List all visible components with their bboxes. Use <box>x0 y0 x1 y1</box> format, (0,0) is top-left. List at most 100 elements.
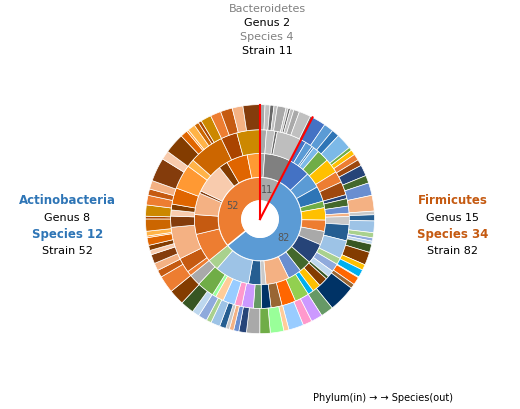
Polygon shape <box>216 276 233 301</box>
Polygon shape <box>229 305 239 330</box>
Polygon shape <box>301 294 322 321</box>
Polygon shape <box>274 106 286 132</box>
Polygon shape <box>187 130 204 151</box>
Polygon shape <box>264 257 289 285</box>
Polygon shape <box>188 160 211 180</box>
Polygon shape <box>316 172 341 192</box>
Polygon shape <box>294 142 312 166</box>
Text: Species 4: Species 4 <box>240 32 294 42</box>
Polygon shape <box>261 284 271 308</box>
Polygon shape <box>324 199 348 209</box>
Polygon shape <box>268 283 282 308</box>
Polygon shape <box>146 229 172 236</box>
Polygon shape <box>237 130 260 156</box>
Polygon shape <box>149 240 174 250</box>
Polygon shape <box>239 307 250 333</box>
Polygon shape <box>219 162 239 186</box>
Polygon shape <box>146 216 171 219</box>
Text: Firmicutes: Firmicutes <box>418 194 488 207</box>
Text: Species 12: Species 12 <box>32 228 103 241</box>
Polygon shape <box>325 206 349 215</box>
Polygon shape <box>316 273 352 308</box>
Polygon shape <box>171 216 194 227</box>
Polygon shape <box>282 108 291 133</box>
Circle shape <box>242 201 278 237</box>
Polygon shape <box>308 288 332 315</box>
Polygon shape <box>286 247 309 271</box>
Polygon shape <box>331 150 355 169</box>
Polygon shape <box>150 181 176 196</box>
Polygon shape <box>300 148 318 169</box>
Polygon shape <box>342 245 370 265</box>
Polygon shape <box>260 130 267 154</box>
Polygon shape <box>213 275 227 297</box>
Polygon shape <box>180 248 207 272</box>
Polygon shape <box>300 116 313 140</box>
Polygon shape <box>301 117 325 146</box>
Polygon shape <box>317 130 339 154</box>
Polygon shape <box>265 130 275 155</box>
Polygon shape <box>323 195 347 204</box>
Polygon shape <box>321 136 349 163</box>
Polygon shape <box>309 261 329 279</box>
Text: Bacteroidetes: Bacteroidetes <box>228 4 306 14</box>
Polygon shape <box>323 223 349 241</box>
Polygon shape <box>313 252 337 271</box>
Polygon shape <box>296 187 323 208</box>
Polygon shape <box>176 166 207 196</box>
Polygon shape <box>348 234 373 241</box>
Polygon shape <box>192 291 212 316</box>
Polygon shape <box>263 154 290 182</box>
Polygon shape <box>158 259 183 277</box>
Polygon shape <box>146 205 171 217</box>
Polygon shape <box>331 270 354 288</box>
Polygon shape <box>247 153 260 178</box>
Polygon shape <box>340 255 365 270</box>
Polygon shape <box>317 248 340 264</box>
Polygon shape <box>243 105 260 131</box>
Polygon shape <box>280 108 288 133</box>
Polygon shape <box>188 125 209 149</box>
Text: Phylum(in) → → Species(out): Phylum(in) → → Species(out) <box>313 393 453 403</box>
Polygon shape <box>154 254 180 270</box>
Text: Actinobacteria: Actinobacteria <box>19 194 116 207</box>
Polygon shape <box>182 285 207 312</box>
Polygon shape <box>290 140 306 163</box>
Polygon shape <box>260 177 279 203</box>
Polygon shape <box>345 239 372 252</box>
Polygon shape <box>181 131 203 154</box>
Polygon shape <box>337 259 362 277</box>
Polygon shape <box>260 153 265 178</box>
Text: Strain 11: Strain 11 <box>242 46 292 56</box>
Polygon shape <box>347 236 372 244</box>
Polygon shape <box>150 244 175 255</box>
Polygon shape <box>334 155 358 173</box>
Polygon shape <box>286 274 308 301</box>
Polygon shape <box>151 247 178 263</box>
Polygon shape <box>211 300 228 326</box>
Polygon shape <box>349 220 374 233</box>
Polygon shape <box>347 195 374 213</box>
Polygon shape <box>287 110 300 135</box>
Polygon shape <box>191 261 215 284</box>
Polygon shape <box>199 267 225 295</box>
Polygon shape <box>310 125 333 150</box>
Polygon shape <box>194 214 219 234</box>
Text: Genus 2: Genus 2 <box>244 18 290 28</box>
Polygon shape <box>233 306 243 332</box>
Text: Strain 82: Strain 82 <box>427 246 478 256</box>
Polygon shape <box>172 188 199 208</box>
Text: Genus 15: Genus 15 <box>426 213 479 223</box>
Polygon shape <box>291 174 317 199</box>
Polygon shape <box>349 215 374 221</box>
Polygon shape <box>217 251 253 284</box>
Polygon shape <box>171 276 199 303</box>
Polygon shape <box>260 308 270 334</box>
Polygon shape <box>339 165 366 185</box>
Polygon shape <box>268 105 274 130</box>
Polygon shape <box>298 146 314 167</box>
Polygon shape <box>211 112 229 139</box>
Polygon shape <box>188 258 209 276</box>
Polygon shape <box>206 298 222 323</box>
Polygon shape <box>194 123 212 146</box>
